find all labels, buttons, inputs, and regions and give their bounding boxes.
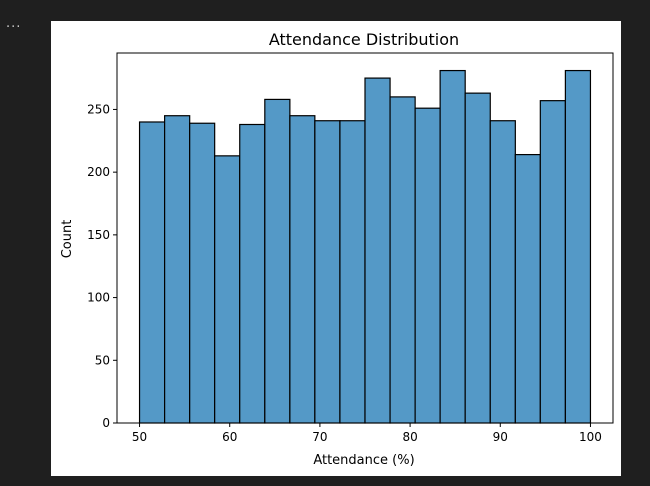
histogram-bar <box>289 115 316 424</box>
x-tick-label: 70 <box>312 430 327 444</box>
histogram-bar <box>138 121 166 424</box>
x-tick-label: 50 <box>132 430 147 444</box>
histogram-bar <box>539 100 566 424</box>
histogram-bar <box>189 122 216 424</box>
histogram-bar <box>264 98 291 424</box>
histogram-bar <box>439 69 466 424</box>
figure: Attendance Distribution Attendance (%) C… <box>51 21 621 476</box>
x-tick-label: 80 <box>402 430 417 444</box>
y-axis-label: Count <box>60 220 75 259</box>
y-tick-label: 100 <box>87 291 110 305</box>
histogram-bar <box>339 120 366 424</box>
x-tick-label: 100 <box>579 430 602 444</box>
y-tick-label: 250 <box>87 102 110 116</box>
y-tick-label: 50 <box>95 353 110 367</box>
output-menu-ellipsis[interactable]: ... <box>6 16 22 31</box>
histogram-bar <box>514 153 541 424</box>
y-tick-label: 200 <box>87 165 110 179</box>
x-tick-label: 90 <box>493 430 508 444</box>
x-axis-label: Attendance (%) <box>313 453 414 468</box>
y-tick-label: 0 <box>102 416 110 430</box>
histogram-bar <box>364 77 391 424</box>
histogram-bar <box>214 155 241 424</box>
histogram-bar <box>489 120 516 424</box>
histogram-bar <box>464 92 491 424</box>
histogram-bar <box>414 107 441 424</box>
x-tick-label: 60 <box>222 430 237 444</box>
histogram-bar <box>564 69 592 424</box>
y-tick-label: 150 <box>87 228 110 242</box>
plot-frame <box>116 52 614 424</box>
histogram-bar <box>239 123 266 424</box>
chart-title: Attendance Distribution <box>269 30 459 49</box>
histogram-bar <box>314 120 341 424</box>
histogram-bar <box>389 96 416 424</box>
histogram-bar <box>164 115 191 424</box>
histogram-chart: Attendance Distribution Attendance (%) C… <box>60 30 614 468</box>
